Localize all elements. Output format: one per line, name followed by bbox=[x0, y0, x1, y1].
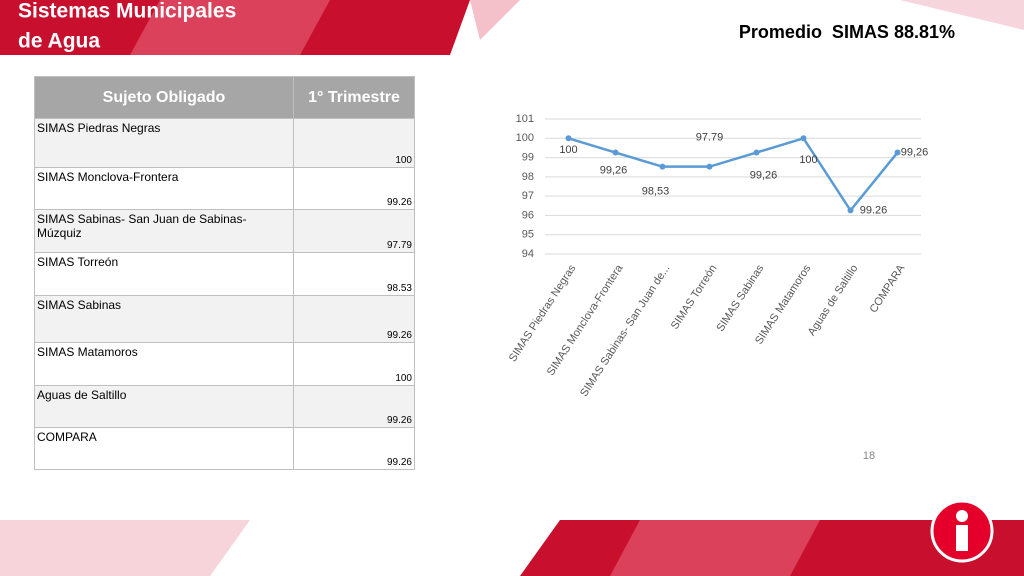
value-cell: 99.26 bbox=[293, 167, 415, 210]
title-line: de Agua bbox=[18, 30, 100, 53]
header-deco bbox=[470, 0, 520, 40]
x-tick-label: SIMAS Sabinas- San Juan de... bbox=[578, 263, 672, 399]
y-tick-label: 96 bbox=[522, 209, 534, 221]
point bbox=[612, 149, 619, 156]
info-icon-dot bbox=[956, 510, 968, 522]
y-tick-label: 98 bbox=[522, 171, 534, 183]
annotation: 99,26 bbox=[901, 146, 929, 158]
point bbox=[706, 163, 713, 170]
row: SIMAS Piedras Negras 100 bbox=[34, 118, 415, 168]
value-cell: 99.26 bbox=[293, 385, 415, 428]
column-header: 1° Trimestre bbox=[293, 76, 415, 119]
header-row: Sujeto Obligado 1° Trimestre bbox=[34, 76, 415, 119]
annotation: 99,26 bbox=[600, 164, 628, 176]
page-number: 18 bbox=[863, 450, 875, 462]
annotation: 99.26 bbox=[860, 204, 888, 216]
y-tick-label: 100 bbox=[516, 132, 534, 144]
annotation: 99,26 bbox=[750, 169, 778, 181]
y-tick-label: 97 bbox=[522, 190, 534, 202]
y-tick-label: 95 bbox=[522, 229, 534, 241]
annotation: 100 bbox=[559, 144, 577, 156]
title-line: Sistemas Municipales bbox=[18, 0, 236, 23]
column-header: Sujeto Obligado bbox=[34, 76, 294, 119]
info-icon-bar bbox=[956, 525, 968, 551]
point bbox=[659, 163, 666, 170]
value-cell: 98.53 bbox=[293, 252, 415, 296]
row: SIMAS Monclova-Frontera 99.26 bbox=[34, 167, 415, 210]
annotation: 100 bbox=[799, 154, 817, 166]
entity-cell: SIMAS Monclova-Frontera bbox=[34, 167, 294, 210]
entity-cell: COMPARA bbox=[34, 427, 294, 470]
row: SIMAS Torreón 98.53 bbox=[34, 252, 415, 296]
footer-deco bbox=[0, 520, 250, 576]
annotation: 97.79 bbox=[696, 132, 724, 144]
y-tick-label: 101 bbox=[516, 113, 534, 125]
row: COMPARA 99.26 bbox=[34, 427, 415, 470]
y-tick-label: 94 bbox=[522, 248, 534, 260]
point bbox=[565, 135, 572, 142]
entity-cell: SIMAS Sabinas bbox=[34, 295, 294, 343]
value-cell: 99.26 bbox=[293, 427, 415, 470]
annotation: 98,53 bbox=[642, 186, 670, 198]
x-tick-label: SIMAS Torreón bbox=[669, 263, 720, 332]
row: SIMAS Sabinas 99.26 bbox=[34, 295, 415, 343]
row: Aguas de Saltillo 99.26 bbox=[34, 385, 415, 428]
value-cell: 100 bbox=[293, 342, 415, 386]
line bbox=[568, 136, 899, 213]
table: Sujeto Obligado 1° Trimestre SIMAS Piedras… bbox=[34, 76, 415, 470]
x-tick-label: COMPARA bbox=[868, 262, 908, 315]
header-deco bbox=[130, 0, 330, 55]
entity-cell: Aguas de Saltillo bbox=[34, 385, 294, 428]
point bbox=[894, 149, 901, 156]
row: SIMAS Matamoros 100 bbox=[34, 342, 415, 386]
value-cell: 100 bbox=[293, 118, 415, 168]
entity-cell: SIMAS Piedras Negras bbox=[34, 118, 294, 168]
entity-cell: SIMAS Sabinas- San Juan de Sabinas-Múzqu… bbox=[34, 209, 294, 253]
value-cell: 99.26 bbox=[293, 295, 415, 343]
value-cell: 97.79 bbox=[293, 209, 415, 253]
entity-cell: SIMAS Matamoros bbox=[34, 342, 294, 386]
point bbox=[847, 207, 854, 214]
header-deco bbox=[900, 0, 1024, 30]
point bbox=[753, 149, 760, 156]
footer-deco bbox=[610, 520, 820, 576]
point bbox=[800, 135, 807, 142]
entity-cell: SIMAS Torreón bbox=[34, 252, 294, 296]
x-tick-label: SIMAS Sabinas bbox=[714, 262, 766, 334]
y-tick-label: 99 bbox=[522, 151, 534, 163]
x-tick-label: Aguas de Saltillo bbox=[806, 263, 861, 338]
row: SIMAS Sabinas- San Juan de Sabinas-Múzqu… bbox=[34, 209, 415, 253]
average-label: Promedio SIMAS 88.81% bbox=[739, 22, 955, 42]
